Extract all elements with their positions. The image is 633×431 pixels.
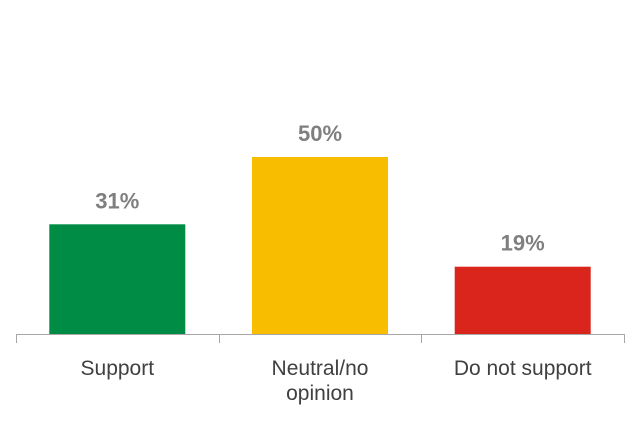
x-axis-ticks (16, 334, 625, 343)
bar-do-not-support (454, 266, 591, 334)
category-label-neutral-no-opinion: Neutral/no opinion (272, 357, 369, 405)
category-label-do-not-support: Do not support (454, 357, 592, 380)
value-label-support: 31% (95, 188, 139, 213)
bars-layer (49, 157, 591, 334)
bar-neutral-no-opinion (252, 157, 388, 334)
category-labels-layer: Support Neutral/no opinion Do not support (81, 357, 592, 405)
category-label-support: Support (81, 357, 155, 380)
bar-support (49, 224, 186, 334)
value-label-do-not-support: 19% (501, 231, 545, 256)
value-labels-layer: 31% 50% 19% (95, 121, 544, 256)
value-label-neutral-no-opinion: 50% (298, 121, 342, 146)
